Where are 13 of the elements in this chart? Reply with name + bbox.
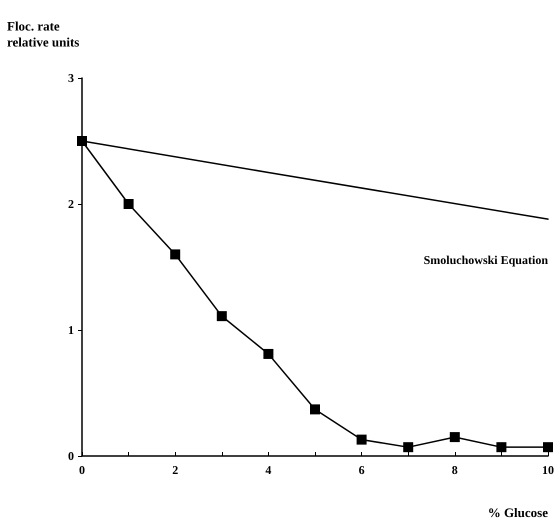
y-tick-label: 0	[68, 449, 74, 463]
y-tick-label: 2	[68, 197, 74, 211]
y-tick-label: 1	[68, 323, 74, 337]
x-axis-title: % Glucose	[488, 505, 548, 520]
x-tick-label: 0	[79, 463, 85, 477]
x-tick-label: 2	[172, 463, 178, 477]
x-tick-label: 8	[452, 463, 458, 477]
x-tick-label: 10	[542, 463, 554, 477]
y-axis-title: Floc. rate relative units	[7, 18, 80, 50]
text: Smoluchowski Equation	[424, 253, 548, 268]
x-tick-label: 4	[265, 463, 272, 477]
y-tick-label: 3	[68, 71, 74, 85]
x-tick-label: 6	[358, 463, 365, 477]
